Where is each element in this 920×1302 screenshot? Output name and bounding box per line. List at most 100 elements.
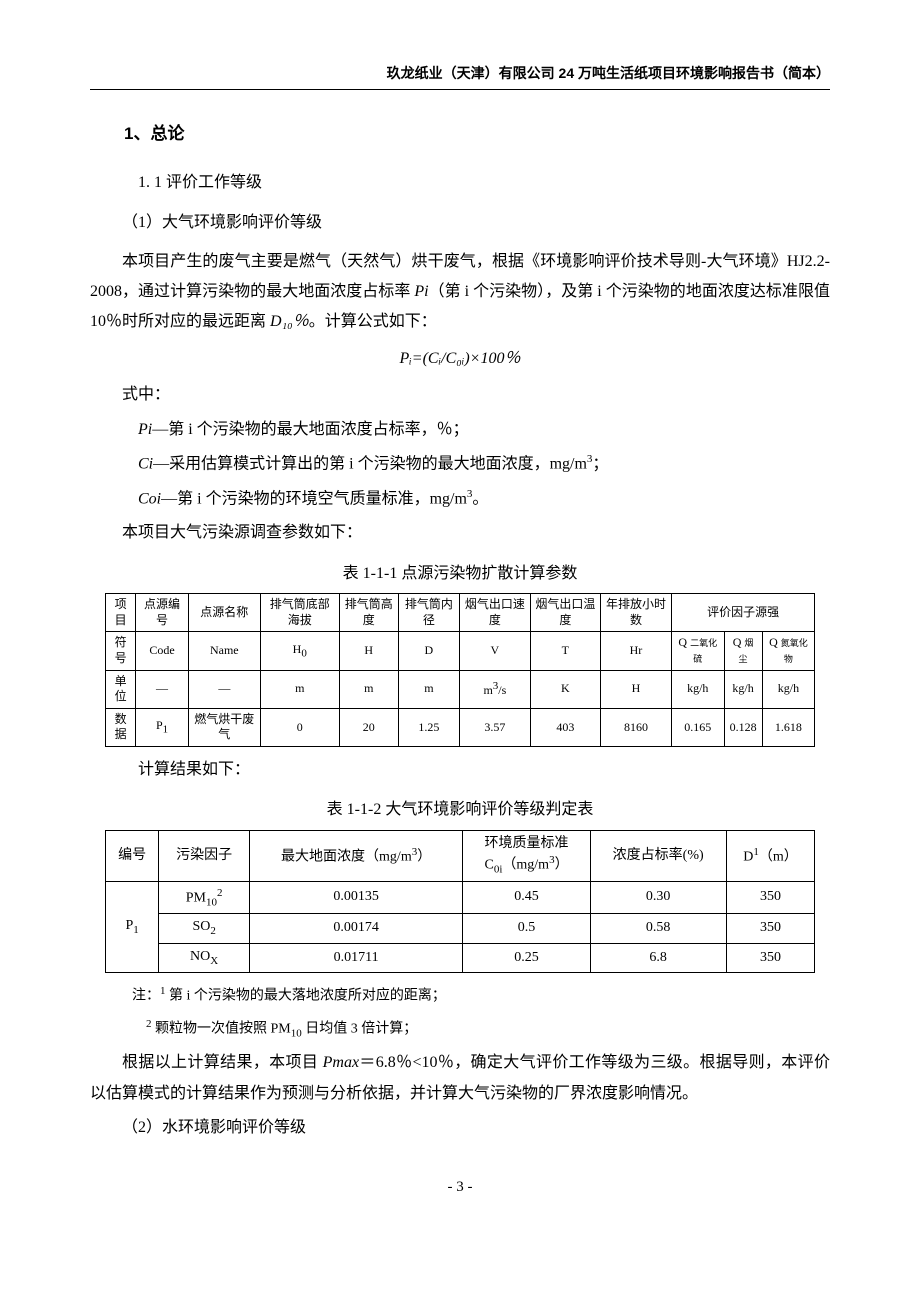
- cell: PM102: [159, 881, 249, 914]
- cell: 0.45: [463, 881, 590, 914]
- pi-symbol: Pi: [414, 283, 428, 300]
- cell: SO2: [159, 914, 249, 943]
- cell: V: [459, 632, 530, 670]
- cell: 数据: [105, 708, 136, 746]
- def-pi: Pi—第 i 个污染物的最大地面浓度占标率，％；: [90, 415, 830, 445]
- p1-end: 。计算公式如下：: [309, 313, 437, 330]
- section-heading-1-1: 1. 1 评价工作等级: [90, 168, 830, 198]
- table-row: 符号 Code Name H0 H D V T Hr Q 二氧化硫 Q 烟尘 Q…: [105, 632, 814, 670]
- page-number: - 3 -: [90, 1173, 830, 1202]
- cell: Code: [136, 632, 188, 670]
- cell: 评价因子源强: [672, 594, 815, 632]
- cell: 1.618: [762, 708, 815, 746]
- table-row: 数据 P1 燃气烘干废气 0 20 1.25 3.57 403 8160 0.1…: [105, 708, 814, 746]
- cell: 单位: [105, 670, 136, 708]
- cell: 403: [530, 708, 600, 746]
- paragraph-4: 根据以上计算结果，本项目 Pmax＝6.8％<10％，确定大气评价工作等级为三级…: [90, 1048, 830, 1109]
- cell: 0.01711: [249, 943, 463, 972]
- cell: m: [398, 670, 459, 708]
- cell: 0: [260, 708, 339, 746]
- cell: Name: [188, 632, 260, 670]
- cell: P1: [136, 708, 188, 746]
- cell: —: [136, 670, 188, 708]
- cell: 8160: [600, 708, 671, 746]
- cell: Q 氮氧化物: [762, 632, 815, 670]
- cell: D: [398, 632, 459, 670]
- table-row: 编号 污染因子 最大地面浓度（mg/m3） 环境质量标准C0i（mg/m3） 浓…: [105, 830, 814, 881]
- cell: kg/h: [724, 670, 762, 708]
- cell: D1（m）: [726, 830, 814, 881]
- formula-text: Pᵢ=(Cᵢ/C₀ᵢ)×100％: [400, 350, 521, 367]
- cell: 0.00135: [249, 881, 463, 914]
- table-row: SO2 0.00174 0.5 0.58 350: [105, 914, 814, 943]
- table-row: P1 PM102 0.00135 0.45 0.30 350: [105, 881, 814, 914]
- cell: 350: [726, 881, 814, 914]
- table-1: 项目 点源编号 点源名称 排气筒底部海拔 排气筒高度 排气筒内径 烟气出口速度 …: [105, 593, 815, 747]
- cell: 排气筒内径: [398, 594, 459, 632]
- table2-note2: 2 颗粒物一次值按照 PM10 日均值 3 倍计算；: [90, 1014, 830, 1044]
- cell: 排气筒高度: [339, 594, 398, 632]
- table-row: 项目 点源编号 点源名称 排气筒底部海拔 排气筒高度 排气筒内径 烟气出口速度 …: [105, 594, 814, 632]
- table2-note1: 注：1 第 i 个污染物的最大落地浓度所对应的距离；: [90, 981, 830, 1010]
- shizhong: 式中：: [90, 380, 830, 410]
- cell: 0.165: [672, 708, 724, 746]
- cell: 项目: [105, 594, 136, 632]
- cell: 点源名称: [188, 594, 260, 632]
- cell: 浓度占标率(%): [590, 830, 726, 881]
- table-row: 单位 — — m m m m3/s K H kg/h kg/h kg/h: [105, 670, 814, 708]
- cell: P1: [105, 881, 159, 972]
- cell: Q 烟尘: [724, 632, 762, 670]
- cell: H: [339, 632, 398, 670]
- cell: 烟气出口温度: [530, 594, 600, 632]
- cell: 符号: [105, 632, 136, 670]
- table2-caption: 表 1-1-2 大气环境影响评价等级判定表: [90, 795, 830, 825]
- cell: 点源编号: [136, 594, 188, 632]
- cell: 最大地面浓度（mg/m3）: [249, 830, 463, 881]
- cell: H: [600, 670, 671, 708]
- cell: 燃气烘干废气: [188, 708, 260, 746]
- subsection-1: （1）大气环境影响评价等级: [90, 208, 830, 238]
- cell: 编号: [105, 830, 159, 881]
- cell: 年排放小时数: [600, 594, 671, 632]
- cell: H0: [260, 632, 339, 670]
- cell: 污染因子: [159, 830, 249, 881]
- paragraph-1: 本项目产生的废气主要是燃气（天然气）烘干废气，根据《环境影响评价技术导则-大气环…: [90, 247, 830, 338]
- cell: 350: [726, 914, 814, 943]
- cell: 0.30: [590, 881, 726, 914]
- subsection-2: （2）水环境影响评价等级: [90, 1113, 830, 1143]
- cell: 0.58: [590, 914, 726, 943]
- doc-header: 玖龙纸业（天津）有限公司 24 万吨生活纸项目环境影响报告书（简本）: [90, 60, 830, 90]
- cell: kg/h: [672, 670, 724, 708]
- paragraph-2: 本项目大气污染源调查参数如下：: [90, 518, 830, 548]
- cell: 烟气出口速度: [459, 594, 530, 632]
- cell: 3.57: [459, 708, 530, 746]
- cell: 1.25: [398, 708, 459, 746]
- def-coi: Coi—第 i 个污染物的环境空气质量标准，mg/m3。: [90, 484, 830, 515]
- cell: m: [260, 670, 339, 708]
- cell: m: [339, 670, 398, 708]
- cell: Hr: [600, 632, 671, 670]
- cell: kg/h: [762, 670, 815, 708]
- cell: 排气筒底部海拔: [260, 594, 339, 632]
- section-heading-1: 1、总论: [90, 118, 830, 150]
- cell: Q 二氧化硫: [672, 632, 724, 670]
- paragraph-3: 计算结果如下：: [90, 755, 830, 785]
- p4a: 根据以上计算结果，本项目: [122, 1054, 323, 1071]
- cell: 环境质量标准C0i（mg/m3）: [463, 830, 590, 881]
- cell: 0.128: [724, 708, 762, 746]
- table-row: NOX 0.01711 0.25 6.8 350: [105, 943, 814, 972]
- cell: NOX: [159, 943, 249, 972]
- def-ci: Ci—采用估算模式计算出的第 i 个污染物的最大地面浓度，mg/m3；: [90, 449, 830, 480]
- cell: m3/s: [459, 670, 530, 708]
- cell: —: [188, 670, 260, 708]
- cell: K: [530, 670, 600, 708]
- cell: T: [530, 632, 600, 670]
- table-2: 编号 污染因子 最大地面浓度（mg/m3） 环境质量标准C0i（mg/m3） 浓…: [105, 830, 815, 973]
- d10-symbol: D₁₀％: [270, 313, 309, 330]
- table1-caption: 表 1-1-1 点源污染物扩散计算参数: [90, 559, 830, 589]
- cell: 0.00174: [249, 914, 463, 943]
- cell: 0.25: [463, 943, 590, 972]
- cell: 20: [339, 708, 398, 746]
- cell: 350: [726, 943, 814, 972]
- formula: Pᵢ=(Cᵢ/C₀ᵢ)×100％: [90, 344, 830, 374]
